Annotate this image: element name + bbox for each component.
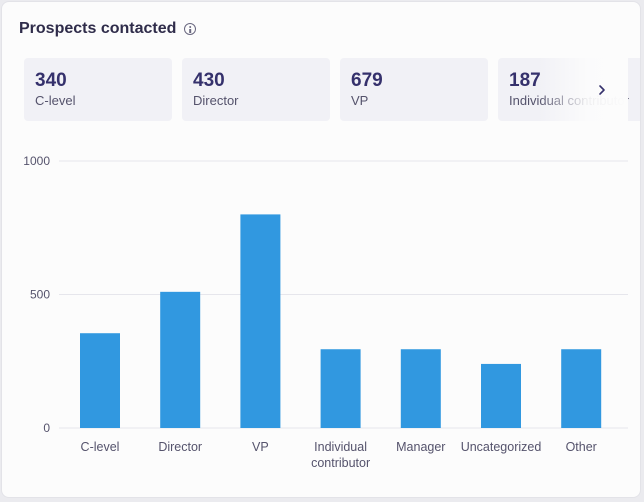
y-tick-label: 0 [43, 421, 50, 435]
stat-value: 430 [193, 70, 225, 91]
bar-vp[interactable] [240, 214, 281, 428]
stat-value: 340 [35, 70, 67, 91]
scroll-fade [538, 58, 628, 122]
x-category-label: Manager [396, 440, 445, 454]
x-category-label: Individual contributor [311, 440, 370, 470]
bar-director[interactable] [160, 291, 201, 428]
card-header: Prospects contacted [19, 20, 197, 38]
stat-value: 187 [509, 70, 541, 91]
bar-chart: 0 500 1000 C-level Director VP Individual contr… [23, 154, 628, 470]
x-category-label: Director [158, 440, 202, 454]
stat-tiles: 340 C-level 430 Director 679 VP 187 Indi… [24, 58, 640, 122]
bar-c-level[interactable] [80, 333, 120, 428]
bar-individual-contributor[interactable] [320, 349, 361, 428]
stat-label: C-level [35, 93, 76, 108]
stat-value: 679 [351, 70, 383, 91]
y-tick-label: 500 [30, 288, 50, 302]
y-tick-label: 1000 [23, 154, 50, 168]
bar-other[interactable] [561, 349, 602, 428]
stat-tile-director[interactable]: 430 Director [182, 58, 330, 121]
chevron-right-icon [599, 85, 605, 95]
card-title: Prospects contacted [19, 20, 177, 37]
x-category-label: Other [566, 440, 597, 454]
stat-tile-c-level[interactable]: 340 C-level [24, 58, 172, 121]
x-category-label: VP [252, 440, 269, 454]
info-icon[interactable] [184, 23, 197, 35]
stat-label: VP [351, 93, 369, 108]
stat-label: Director [193, 93, 239, 108]
stat-tile-vp[interactable]: 679 VP [340, 58, 488, 121]
bar-uncategorized[interactable] [481, 363, 521, 428]
next-stats-button[interactable] [590, 78, 614, 102]
bar-manager[interactable] [400, 349, 441, 428]
x-category-label: Uncategorized [461, 440, 542, 454]
x-category-label: C-level [81, 440, 120, 454]
